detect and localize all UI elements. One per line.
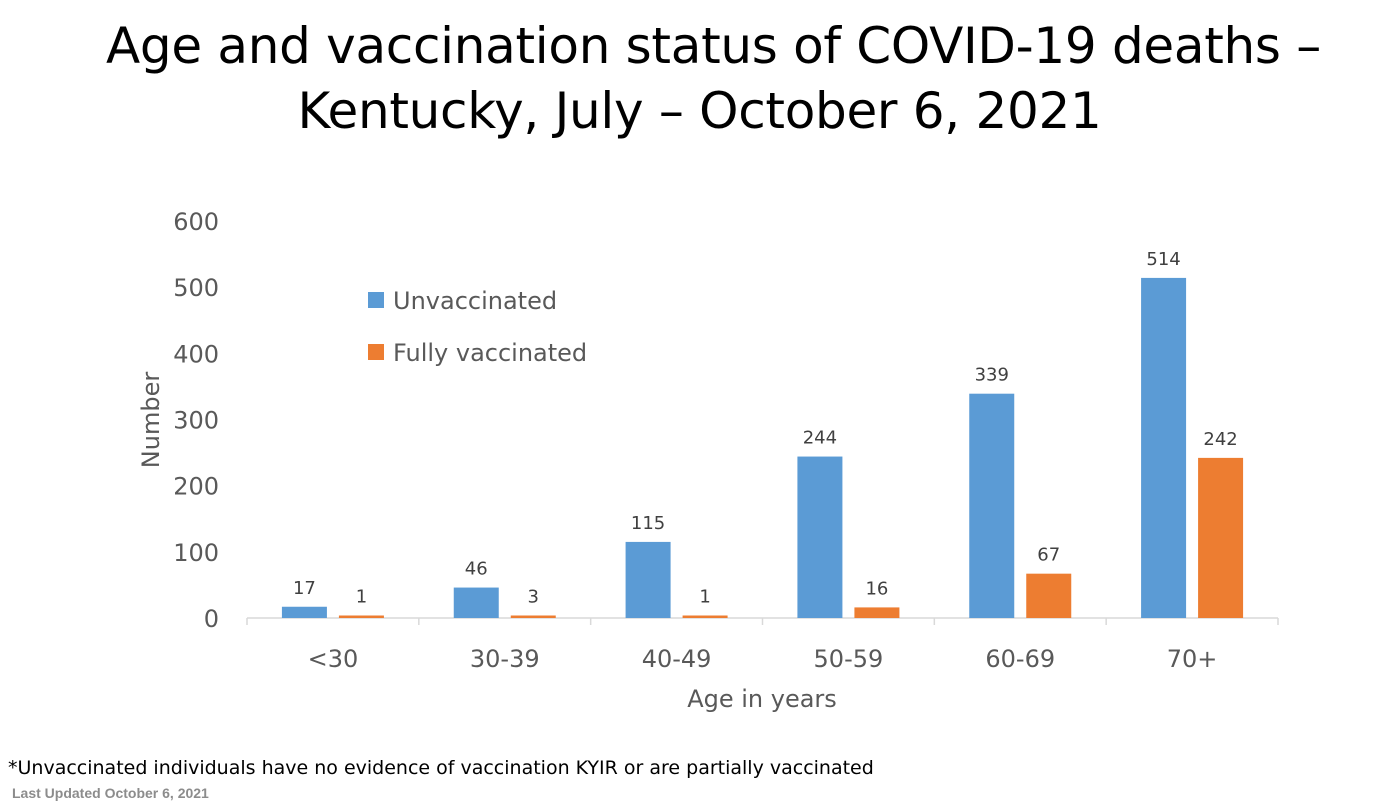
chart-title-line-1: Age and vaccination status of COVID-19 d… — [106, 17, 1321, 75]
bar-unvaccinated — [797, 456, 843, 618]
data-label: 1 — [356, 587, 367, 608]
footnote: *Unvaccinated individuals have no eviden… — [8, 757, 874, 779]
bar-fully-vaccinated — [338, 615, 384, 618]
bar-fully-vaccinated — [854, 607, 900, 618]
y-axis-label: Number — [137, 372, 165, 469]
x-tick-label: 70+ — [1167, 645, 1218, 673]
y-tick-label: 0 — [204, 605, 219, 633]
x-tick-label: 60-69 — [985, 645, 1055, 673]
chart-title: Age and vaccination status of COVID-19 d… — [0, 14, 1399, 144]
bar-unvaccinated — [281, 606, 327, 618]
legend-label: Unvaccinated — [393, 287, 557, 315]
data-label: 115 — [631, 513, 665, 534]
x-axis-label: Age in years — [687, 685, 837, 713]
y-axis-ticks: 0 100 200 300 400 500 600 — [173, 208, 219, 633]
x-axis-ticks: <30 30-39 40-49 50-59 60-69 70+ — [308, 645, 1218, 673]
data-label: 67 — [1037, 545, 1060, 566]
bar-unvaccinated — [1141, 277, 1187, 618]
bar-unvaccinated — [969, 393, 1015, 618]
y-tick-label: 300 — [173, 407, 219, 435]
data-label: 514 — [1146, 249, 1180, 270]
x-axis — [246, 617, 1279, 625]
bars — [281, 277, 1244, 618]
legend-swatch — [368, 292, 384, 308]
legend: Unvaccinated Fully vaccinated — [368, 287, 587, 367]
y-tick-label: 200 — [173, 473, 219, 501]
data-label: 339 — [975, 365, 1009, 386]
data-label: 244 — [803, 428, 837, 449]
y-tick-label: 100 — [173, 539, 219, 567]
data-label: 17 — [293, 578, 316, 599]
x-tick-label: <30 — [308, 645, 359, 673]
legend-swatch — [368, 344, 384, 360]
data-label: 1 — [699, 587, 710, 608]
bar-fully-vaccinated — [1026, 573, 1072, 618]
x-tick-label: 40-49 — [642, 645, 712, 673]
x-tick-label: 30-39 — [470, 645, 540, 673]
last-updated: Last Updated October 6, 2021 — [12, 785, 209, 801]
data-labels: 17 1 46 3 115 1 244 16 339 67 514 242 — [293, 249, 1238, 608]
chart-title-line-2: Kentucky, July – October 6, 2021 — [297, 82, 1102, 140]
y-tick-label: 400 — [173, 340, 219, 368]
data-label: 3 — [528, 587, 539, 608]
data-label: 46 — [465, 559, 488, 580]
x-tick-label: 50-59 — [814, 645, 884, 673]
data-label: 242 — [1203, 429, 1237, 450]
bar-unvaccinated — [453, 587, 499, 618]
bar-fully-vaccinated — [510, 615, 556, 618]
bar-fully-vaccinated — [682, 615, 728, 618]
legend-label: Fully vaccinated — [393, 339, 587, 367]
y-tick-label: 600 — [173, 208, 219, 236]
data-label: 16 — [865, 578, 888, 599]
y-tick-label: 500 — [173, 274, 219, 302]
bar-unvaccinated — [625, 541, 671, 618]
legend-item: Fully vaccinated — [368, 339, 587, 367]
bar-fully-vaccinated — [1198, 457, 1244, 618]
legend-item: Unvaccinated — [368, 287, 557, 315]
